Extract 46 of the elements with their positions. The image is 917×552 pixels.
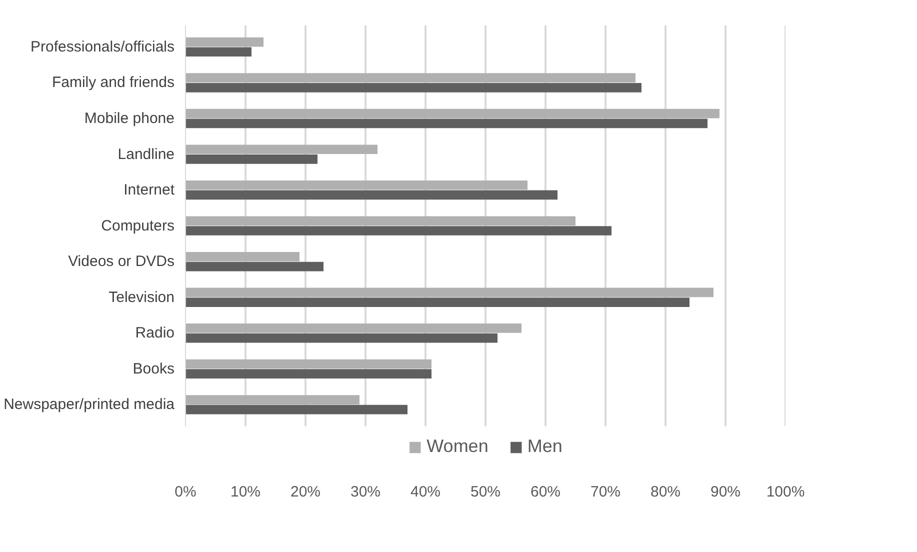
bar [186, 82, 642, 92]
y-tick-label: Computers [101, 217, 174, 234]
legend-label: Women [426, 436, 488, 457]
x-tick-label: 80% [650, 484, 681, 500]
bar [186, 73, 636, 82]
x-tick-label: 20% [290, 484, 321, 500]
x-tick-label: 70% [590, 484, 621, 500]
bar [186, 333, 498, 343]
x-tick-label: 60% [530, 484, 561, 500]
bar [186, 359, 432, 369]
bar [186, 252, 300, 262]
bar [186, 226, 612, 236]
x-tick-label: 10% [230, 484, 261, 500]
bar [186, 190, 558, 200]
y-tick-label: Books [132, 360, 175, 378]
y-tick-label: Family and friends [52, 74, 175, 92]
x-tick-label: 100% [766, 484, 805, 500]
bar [186, 288, 714, 298]
bar [186, 118, 708, 128]
bar [186, 108, 720, 118]
y-tick-label: Radio [135, 324, 175, 342]
y-tick-label: Television [108, 288, 175, 306]
bar [186, 395, 360, 404]
bar [186, 298, 690, 307]
y-tick-label: Newspaper/printed media [4, 396, 176, 414]
y-tick-label: Mobile phone [84, 110, 175, 128]
bar [186, 369, 432, 379]
bar [186, 37, 264, 47]
x-tick-label: 90% [710, 484, 741, 500]
y-tick-label: Professionals/officials [30, 38, 175, 56]
bar [186, 180, 528, 190]
bar [186, 144, 378, 154]
x-tick-label: 30% [350, 484, 381, 500]
x-tick-label: 0% [174, 484, 196, 500]
y-tick-label: Internet [124, 182, 176, 199]
y-tick-label: Videos or DVDs [68, 253, 174, 270]
bar [186, 47, 252, 57]
x-tick-label: 50% [470, 484, 501, 500]
bar [186, 216, 576, 226]
bar [186, 324, 522, 333]
bar [186, 404, 408, 414]
legend-label: Men [527, 436, 562, 457]
y-tick-label: Landline [118, 146, 174, 163]
bar [186, 154, 318, 164]
x-tick-label: 40% [410, 484, 441, 500]
bar [186, 262, 324, 272]
